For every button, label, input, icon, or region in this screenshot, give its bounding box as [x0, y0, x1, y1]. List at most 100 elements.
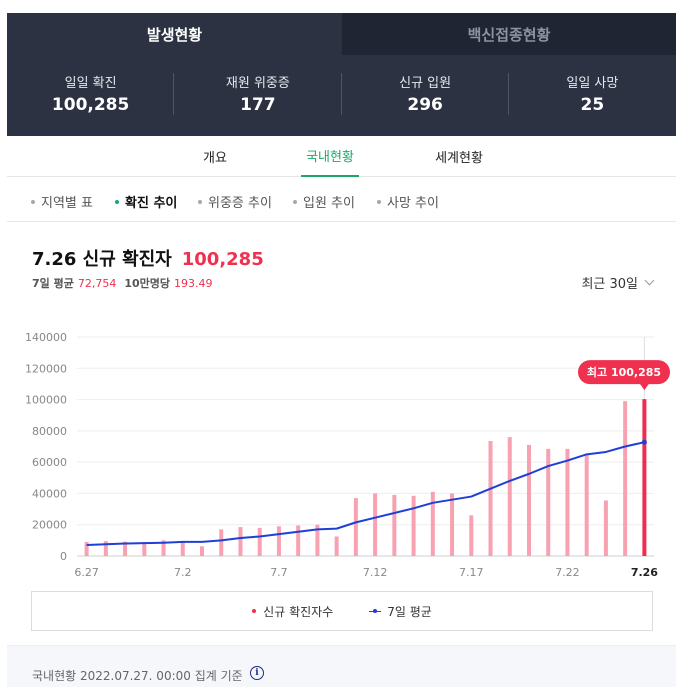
x-tick-label: 7.22 — [555, 566, 580, 579]
bar — [507, 437, 512, 556]
filter-label: 사망 추이 — [387, 196, 439, 211]
y-tick-label: 0 — [60, 550, 67, 563]
filter-critical-trend[interactable]: 위중증 추이 — [198, 192, 272, 211]
tab-overview[interactable]: 개요 — [203, 151, 227, 166]
bar — [546, 448, 551, 556]
bar — [219, 529, 224, 556]
stat-label: 일일 확진 — [64, 76, 117, 91]
filter-label: 입원 추이 — [303, 196, 355, 211]
top-tabs: 발생현황 백신접종현황 — [7, 13, 676, 55]
filter-label: 지역별 표 — [41, 196, 93, 211]
chart-legend: 신규 확진자수 7일 평균 — [31, 591, 653, 631]
chart-headline: 7.26 신규 확진자 100,285 — [32, 245, 264, 271]
bar — [565, 448, 570, 556]
bar — [603, 500, 608, 556]
max-annotation-bubble — [578, 360, 670, 385]
max-annotation-label: 최고 100,285 — [587, 365, 661, 379]
bar — [450, 493, 455, 556]
bar — [296, 525, 301, 556]
y-tick-label: 40000 — [32, 487, 67, 500]
bar — [142, 541, 147, 556]
headline-date-label: 7.26 신규 확진자 — [32, 249, 172, 270]
filter-label: 확진 추이 — [125, 196, 178, 211]
x-tick-label: 7.7 — [270, 566, 288, 579]
x-tick-label: 6.27 — [74, 566, 99, 579]
stat-daily-deaths: 일일 사망 25 — [509, 55, 676, 136]
filter-confirmed-trend[interactable]: 확진 추이 — [115, 192, 177, 211]
x-tick-label: 7.12 — [363, 566, 388, 579]
confirmed-trend-chart: 0 20000 40000 60000 80000 100000 120000 140000 6… — [25, 331, 670, 579]
x-tick-label: 7.2 — [174, 566, 192, 579]
sub-tabs: 개요 국내현황 세계현황 — [7, 136, 676, 177]
bar — [584, 454, 589, 556]
x-tick-label: 7.17 — [459, 566, 484, 579]
y-tick-label: 80000 — [32, 425, 67, 438]
y-tick-label: 120000 — [25, 362, 67, 375]
per-capita-value: 193.49 — [174, 277, 213, 290]
legend-item-line: 7일 평균 — [369, 603, 432, 620]
bar — [84, 541, 89, 556]
bar — [276, 526, 281, 556]
filter-bar: 지역별 표 확진 추이 위중증 추이 입원 추이 사망 추이 — [7, 177, 676, 222]
bullet-icon — [198, 199, 202, 204]
bullet-icon — [377, 199, 381, 204]
per-capita-label: 10만명당 — [124, 277, 171, 290]
bar — [392, 494, 397, 556]
y-tick-label: 20000 — [32, 519, 67, 532]
stat-value: 25 — [580, 95, 605, 115]
range-select[interactable]: 최근 30일 — [581, 273, 655, 292]
filter-death-trend[interactable]: 사망 추이 — [377, 192, 439, 211]
bullet-icon — [293, 199, 297, 204]
max-annotation-pointer — [639, 383, 650, 391]
legend-item-bar: 신규 확진자수 — [252, 603, 333, 620]
bar — [373, 493, 378, 556]
stat-value: 177 — [240, 95, 276, 115]
covid-status-widget: 발생현황 백신접종현황 일일 확진 100,285 재원 위중증 177 신규 … — [7, 13, 676, 687]
x-tick-label: 7.26 — [631, 566, 658, 579]
bullet-icon — [31, 199, 35, 204]
divider — [340, 73, 342, 115]
stat-value: 100,285 — [51, 95, 130, 115]
divider — [173, 73, 175, 115]
bar — [488, 441, 493, 556]
divider — [507, 73, 509, 115]
bar — [334, 536, 339, 556]
avg-line — [86, 441, 645, 547]
tab-vaccination-status[interactable]: 백신접종현황 — [342, 13, 676, 55]
stat-label: 재원 위중증 — [225, 76, 290, 91]
tab-world[interactable]: 세계현황 — [435, 151, 483, 166]
bullet-icon — [115, 199, 119, 204]
chevron-down-icon — [644, 275, 655, 286]
tab-domestic[interactable]: 국내현황 — [301, 136, 359, 177]
stat-label: 일일 사망 — [566, 76, 619, 91]
tab-outbreak-status[interactable]: 발생현황 — [7, 13, 342, 55]
bar — [526, 444, 531, 556]
stat-label: 신규 입원 — [399, 76, 452, 91]
bar — [180, 541, 185, 556]
filter-region-table[interactable]: 지역별 표 — [31, 192, 93, 211]
y-tick-label: 100000 — [25, 394, 67, 407]
filter-hospitalized-trend[interactable]: 입원 추이 — [293, 192, 355, 211]
y-tick-label: 140000 — [25, 331, 67, 344]
bar — [200, 546, 205, 556]
headline-value: 100,285 — [181, 249, 264, 270]
bar — [103, 541, 108, 556]
range-select-label: 최근 30일 — [581, 277, 638, 292]
footer: 국내현황 2022.07.27. 00:00 집계 기준 i — [7, 645, 676, 687]
bar — [257, 527, 262, 556]
avg-value: 72,754 — [77, 277, 117, 290]
y-tick-label: 60000 — [32, 456, 67, 469]
line-series-marker-icon — [369, 609, 382, 613]
bar — [353, 498, 358, 556]
stat-value: 296 — [407, 95, 443, 115]
stat-critical: 재원 위중증 177 — [174, 55, 342, 136]
sub-stats: 7일 평균 72,754 10만명당 193.49 — [32, 275, 221, 291]
avg-label: 7일 평균 — [32, 277, 74, 290]
info-icon[interactable]: i — [250, 666, 264, 680]
bar — [430, 491, 435, 556]
footer-text: 국내현황 2022.07.27. 00:00 집계 기준 — [32, 669, 243, 683]
bar — [469, 515, 474, 556]
filter-label: 위중증 추이 — [208, 196, 272, 211]
bar — [161, 540, 166, 556]
stat-daily-confirmed: 일일 확진 100,285 — [7, 55, 175, 136]
